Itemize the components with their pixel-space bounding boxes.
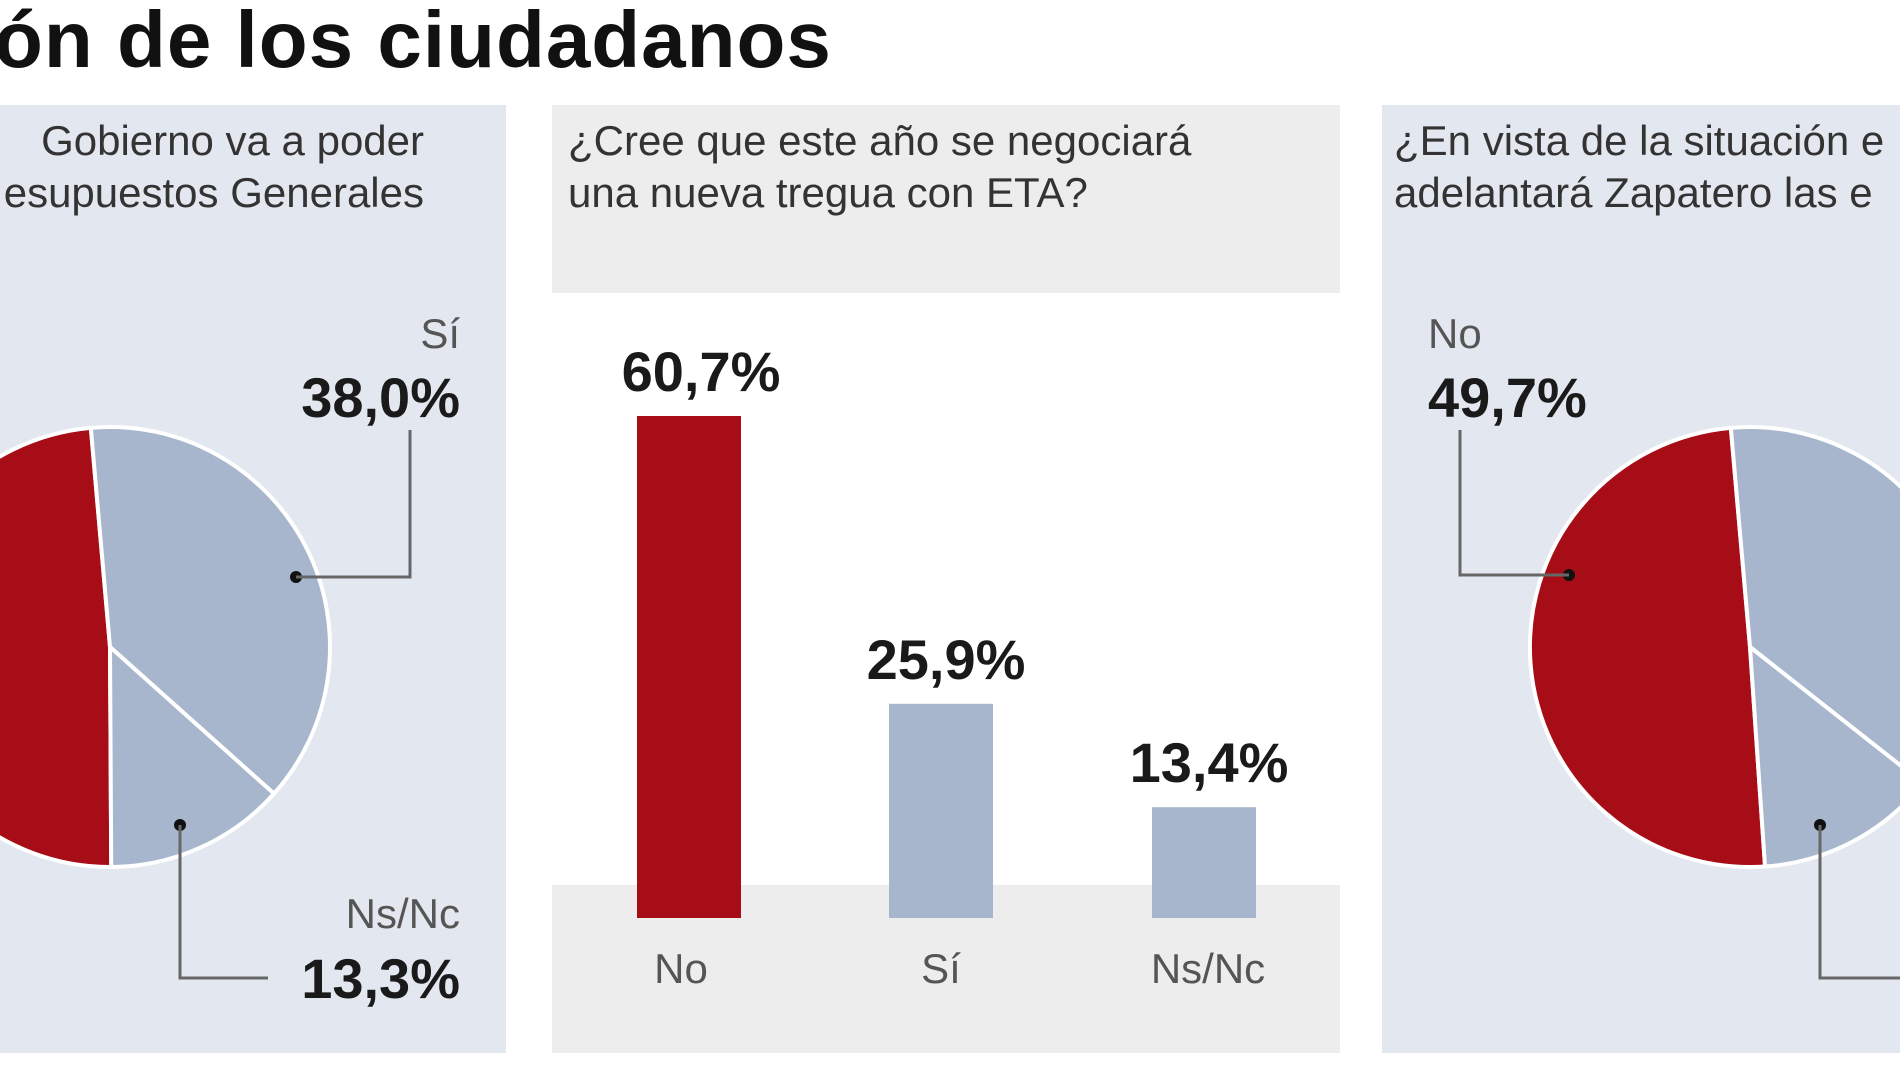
bar-category-nsnc: Ns/Nc: [1151, 945, 1265, 992]
pie-slice-unlabeled-2: [1748, 645, 1900, 869]
question-line: ¿Cree que este año se negociará: [568, 117, 1192, 164]
question-line: una nueva tregua con ETA?: [568, 169, 1088, 216]
bar-value-nsnc: 13,4%: [1130, 731, 1289, 794]
question-tregua: ¿Cree que este año se negociará una nuev…: [568, 115, 1191, 219]
pie-label-nsnc: Ns/Nc: [346, 890, 460, 937]
bar-no: [637, 416, 741, 918]
question-band: [552, 105, 1340, 293]
bar-category-si: Sí: [921, 945, 961, 992]
bar-category-no: No: [654, 945, 708, 992]
bar-nsnc: [1152, 807, 1256, 918]
leader-line-no: [1458, 430, 1569, 577]
bar-value-si: 25,9%: [867, 628, 1026, 691]
question-presupuestos: Gobierno va a poder esupuestos Generales: [4, 115, 424, 219]
question-line: adelantará Zapatero las e: [1394, 169, 1873, 216]
question-line: esupuestos Generales: [3, 169, 424, 216]
page-title: ón de los ciudadanos: [0, 0, 832, 84]
pie-label-no: No: [1428, 310, 1482, 357]
bar-value-no: 60,7%: [622, 340, 781, 403]
bar-si: [889, 703, 993, 918]
pie-slice-nsnc: [108, 645, 276, 869]
leader-line-unlabeled: [1818, 825, 1900, 980]
pie-value-si: 38,0%: [301, 366, 460, 429]
pie-slice-no: [1527, 425, 1768, 869]
pie-label-si: Sí: [420, 310, 460, 357]
pie-slice-unlabeled-1: [1728, 425, 1900, 768]
question-line: Gobierno va a poder: [41, 117, 424, 164]
pie-elecciones: No 49,7%: [1428, 310, 1900, 980]
leader-line-nsnc: [178, 825, 268, 980]
bar-chart-tregua: 60,7% 25,9% 13,4% No Sí Ns/Nc: [622, 340, 1289, 992]
pie-value-nsnc: 13,3%: [301, 947, 460, 1010]
pie-slice-unlabeled: [0, 425, 114, 870]
pie-presupuestos: Sí 38,0% Ns/Nc 13,3%: [0, 310, 460, 1010]
question-line: ¿En vista de la situación e: [1394, 117, 1885, 164]
pie-slice-si: [88, 425, 332, 796]
question-elecciones: ¿En vista de la situación e adelantará Z…: [1394, 115, 1884, 219]
leader-line-si: [296, 430, 412, 579]
pie-value-no: 49,7%: [1428, 366, 1587, 429]
